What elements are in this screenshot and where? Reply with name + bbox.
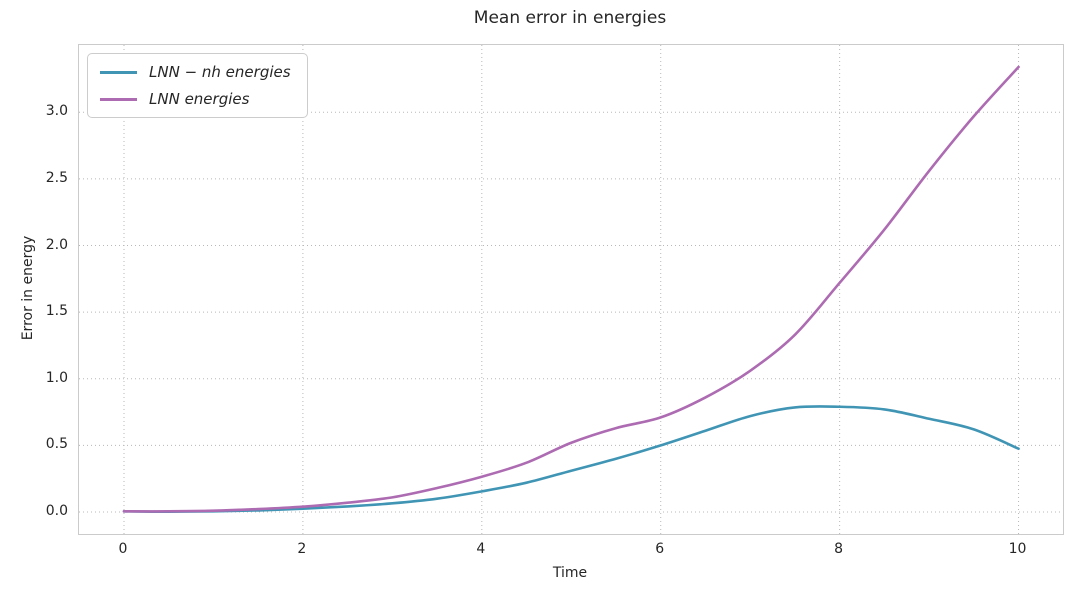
series-line-0	[122, 405, 1020, 514]
x-tick-label: 6	[655, 541, 665, 557]
y-tick-label: 0.0	[45, 503, 68, 519]
legend-line-swatch	[100, 97, 137, 101]
x-tick-label: 0	[118, 541, 128, 557]
series-line-1	[122, 65, 1020, 513]
x-tick-label: 8	[834, 541, 844, 557]
y-tick-label: 1.5	[45, 303, 68, 320]
y-tick-label: 1.0	[45, 369, 68, 386]
plot-canvas	[79, 45, 1063, 534]
y-tick-label: 0.5	[45, 436, 68, 453]
chart-title: Mean error in energies	[473, 8, 667, 28]
y-axis-label: Error in energy	[20, 235, 36, 341]
x-tick-label: 4	[476, 541, 486, 557]
legend: LNN − nh energies LNN energies	[87, 53, 308, 118]
legend-line-swatch	[100, 70, 137, 74]
legend-entry: LNN energies	[100, 90, 291, 108]
y-tick-label: 3.0	[45, 103, 68, 120]
x-tick-label: 10	[1008, 541, 1027, 557]
y-tick-label: 2.0	[45, 236, 68, 253]
y-tick-label: 2.5	[45, 169, 68, 186]
legend-label: LNN − nh energies	[149, 63, 291, 81]
legend-entry: LNN − nh energies	[100, 63, 291, 81]
x-axis-label: Time	[552, 565, 588, 581]
plot-area: LNN − nh energies LNN energies	[78, 44, 1064, 535]
legend-label: LNN energies	[149, 90, 250, 108]
x-tick-label: 2	[297, 541, 307, 557]
